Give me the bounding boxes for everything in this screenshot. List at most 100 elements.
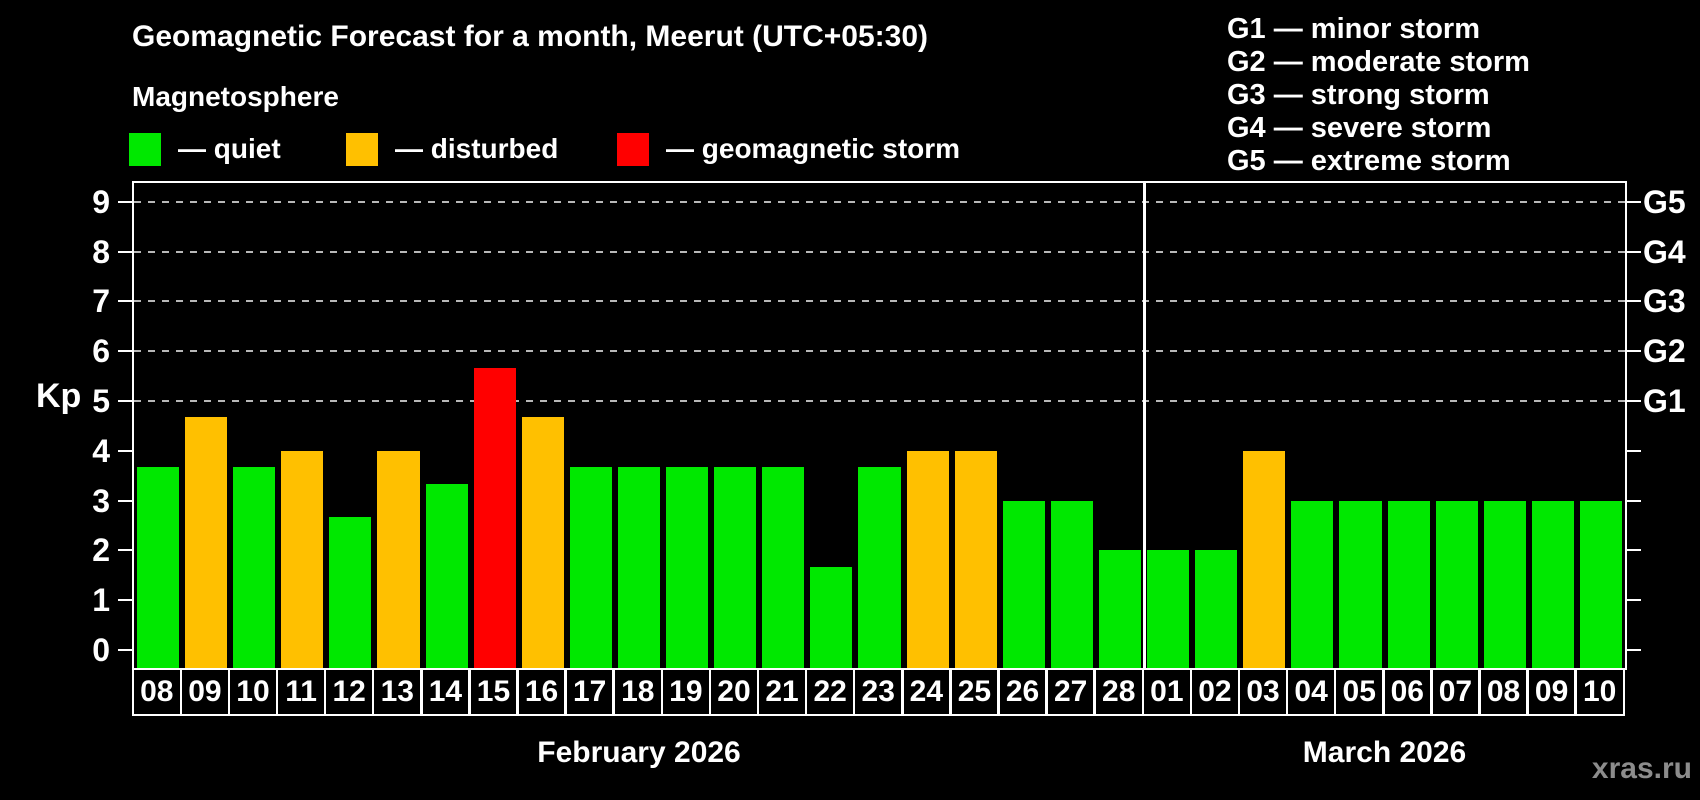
right-tick-kp9 xyxy=(1627,200,1641,203)
gridline-kp6 xyxy=(134,350,1625,353)
right-axis-label-G3: G3 xyxy=(1643,283,1686,320)
left-tick-kp8 xyxy=(118,250,132,253)
gridline-kp7 xyxy=(134,300,1625,303)
day-cell-4: 12 xyxy=(323,668,375,716)
day-cell-18: 26 xyxy=(997,668,1048,716)
g2-legend-line: G2 — moderate storm xyxy=(1227,46,1530,78)
day-cell-19: 27 xyxy=(1045,668,1096,716)
kp-bar-25-day-05 xyxy=(1339,500,1382,668)
left-tick-kp5 xyxy=(118,400,132,402)
right-axis-label-G1: G1 xyxy=(1643,383,1686,419)
right-tick-kp5 xyxy=(1627,400,1641,402)
month-label-0: February 2026 xyxy=(537,736,741,769)
kp-bar-11-day-19 xyxy=(666,467,709,668)
right-tick-kp4 xyxy=(1627,449,1641,452)
right-axis-label-G2: G2 xyxy=(1643,333,1686,370)
legend-label-storm: — geomagnetic storm xyxy=(666,133,961,164)
left-tick-kp6 xyxy=(118,350,132,353)
day-cell-1: 09 xyxy=(179,668,231,716)
day-cell-10: 18 xyxy=(612,668,664,716)
day-cell-11: 19 xyxy=(660,668,712,716)
kp-bar-29-day-09 xyxy=(1531,500,1574,668)
storm-swatch-icon xyxy=(617,132,649,166)
kp-bar-22-day-02 xyxy=(1195,550,1238,668)
kp-bar-27-day-07 xyxy=(1435,500,1478,668)
g-scale-legend: G1 — minor storm G2 — moderate storm G3 … xyxy=(1227,13,1530,178)
kp-bar-13-day-21 xyxy=(762,467,805,668)
month-label-1: March 2026 xyxy=(1302,736,1467,769)
legend-item-storm: — geomagnetic storm xyxy=(617,132,960,166)
day-cell-0: 08 xyxy=(131,668,183,716)
day-cell-17: 25 xyxy=(949,668,1000,716)
left-tick-kp7 xyxy=(118,300,132,303)
y-axis-label-2: 2 xyxy=(92,532,110,569)
right-tick-kp0 xyxy=(1627,649,1641,651)
kp-bar-12-day-20 xyxy=(714,467,757,668)
right-tick-kp2 xyxy=(1627,549,1641,552)
disturbed-swatch-icon xyxy=(346,132,378,166)
month-separator-line xyxy=(1142,183,1146,668)
day-cell-20: 28 xyxy=(1093,668,1145,716)
day-cell-3: 11 xyxy=(275,668,327,716)
kp-bar-30-day-10 xyxy=(1579,500,1622,668)
day-cell-22: 02 xyxy=(1189,668,1241,716)
y-axis-label-0: 0 xyxy=(92,632,110,668)
y-axis-label-1: 1 xyxy=(92,582,110,619)
gridline-kp9 xyxy=(134,200,1625,203)
day-cell-29: 09 xyxy=(1526,668,1577,716)
plot-border xyxy=(132,181,1627,670)
right-tick-kp8 xyxy=(1627,250,1641,253)
day-cell-23: 03 xyxy=(1237,668,1289,716)
chart-subtitle: Magnetosphere xyxy=(132,81,339,112)
y-axis-label-9: 9 xyxy=(92,183,110,220)
day-cell-7: 15 xyxy=(468,668,519,716)
right-tick-kp6 xyxy=(1627,350,1641,353)
kp-bar-21-day-01 xyxy=(1147,550,1190,668)
quiet-swatch-icon xyxy=(129,132,161,166)
legend-item-disturbed: — disturbed xyxy=(346,132,558,166)
gridline-kp5 xyxy=(134,400,1625,402)
day-cell-30: 10 xyxy=(1574,668,1625,716)
day-cell-5: 13 xyxy=(371,668,423,716)
day-cell-21: 01 xyxy=(1141,668,1193,716)
left-tick-kp1 xyxy=(118,599,132,602)
day-cell-16: 24 xyxy=(901,668,952,716)
day-cell-13: 21 xyxy=(756,668,808,716)
y-axis-label-4: 4 xyxy=(92,432,110,469)
left-tick-kp2 xyxy=(118,549,132,552)
kp-bar-15-day-23 xyxy=(858,467,901,668)
kp-bar-16-day-24 xyxy=(906,450,949,668)
gridline-kp8 xyxy=(134,250,1625,253)
day-cell-14: 22 xyxy=(804,668,856,716)
kp-bar-18-day-26 xyxy=(1002,500,1045,668)
kp-bar-3-day-11 xyxy=(281,450,324,668)
legend-item-quiet: — quiet xyxy=(129,132,281,166)
day-cell-12: 20 xyxy=(708,668,760,716)
kp-bar-20-day-28 xyxy=(1098,550,1142,668)
left-tick-kp3 xyxy=(118,499,132,502)
kp-bar-26-day-06 xyxy=(1387,500,1430,668)
right-tick-kp3 xyxy=(1627,499,1641,502)
right-axis-label-G5: G5 xyxy=(1643,183,1686,220)
day-cell-24: 04 xyxy=(1285,668,1337,716)
kp-bar-9-day-17 xyxy=(569,467,612,668)
g4-legend-line: G4 — severe storm xyxy=(1227,112,1492,144)
y-axis-label-7: 7 xyxy=(92,283,110,320)
day-cell-25: 05 xyxy=(1333,668,1385,716)
right-tick-kp1 xyxy=(1627,599,1641,602)
day-cell-9: 17 xyxy=(564,668,615,716)
kp-bar-17-day-25 xyxy=(954,450,997,668)
day-cell-15: 23 xyxy=(852,668,904,716)
kp-bar-24-day-04 xyxy=(1291,500,1334,668)
g3-legend-line: G3 — strong storm xyxy=(1227,79,1490,111)
watermark: xras.ru xyxy=(1591,752,1692,785)
kp-bar-10-day-18 xyxy=(617,467,661,668)
g5-legend-line: G5 — extreme storm xyxy=(1227,145,1511,177)
y-axis-label-6: 6 xyxy=(92,333,110,370)
kp-bar-1-day-09 xyxy=(185,417,228,668)
y-axis-label-3: 3 xyxy=(92,482,110,519)
kp-bar-14-day-22 xyxy=(810,566,853,668)
day-cell-26: 06 xyxy=(1382,668,1433,716)
